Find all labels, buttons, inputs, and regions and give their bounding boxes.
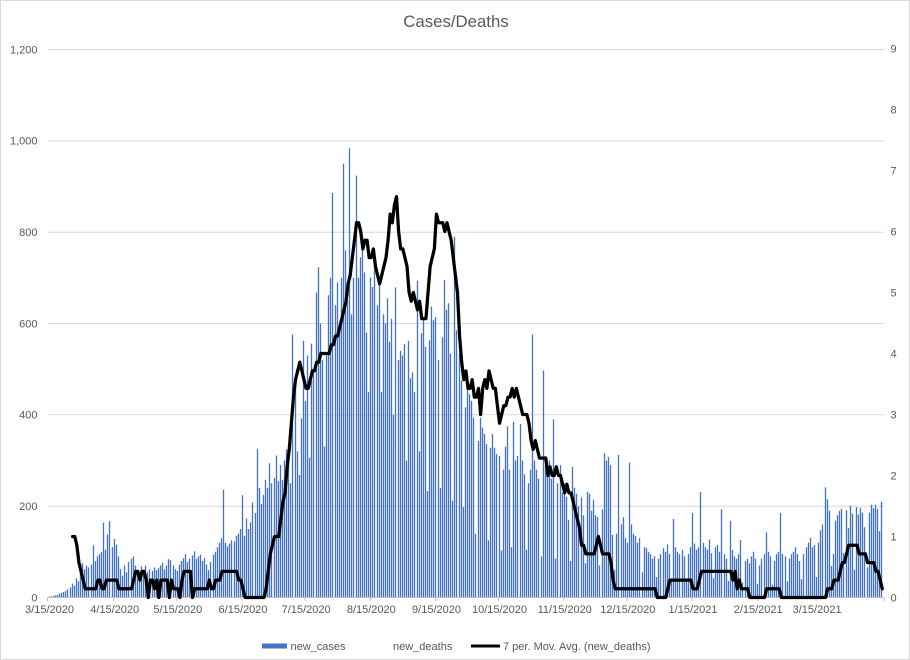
svg-text:10/15/2020: 10/15/2020 xyxy=(472,604,527,616)
svg-text:6/15/2020: 6/15/2020 xyxy=(219,604,268,616)
svg-text:4: 4 xyxy=(891,348,897,360)
svg-text:8: 8 xyxy=(891,104,897,116)
svg-text:1/15/2021: 1/15/2021 xyxy=(669,604,718,616)
svg-text:8/15/2020: 8/15/2020 xyxy=(347,604,396,616)
svg-text:1,200: 1,200 xyxy=(10,44,38,56)
svg-text:2/15/2021: 2/15/2021 xyxy=(734,604,783,616)
svg-text:9/15/2020: 9/15/2020 xyxy=(412,604,461,616)
svg-text:600: 600 xyxy=(19,318,37,330)
svg-text:3/15/2021: 3/15/2021 xyxy=(793,604,842,616)
svg-text:5: 5 xyxy=(891,287,897,299)
svg-text:3/15/2020: 3/15/2020 xyxy=(25,604,74,616)
svg-text:4/15/2020: 4/15/2020 xyxy=(90,604,139,616)
svg-text:800: 800 xyxy=(19,227,37,239)
svg-text:12/15/2020: 12/15/2020 xyxy=(600,604,655,616)
svg-text:1: 1 xyxy=(891,531,897,543)
svg-text:5/15/2020: 5/15/2020 xyxy=(153,604,202,616)
svg-text:new_deaths: new_deaths xyxy=(393,641,453,653)
svg-text:6: 6 xyxy=(891,226,897,238)
svg-text:400: 400 xyxy=(19,410,37,422)
svg-text:0: 0 xyxy=(891,592,897,604)
svg-text:Cases/Deaths: Cases/Deaths xyxy=(403,12,508,31)
svg-text:7/15/2020: 7/15/2020 xyxy=(282,604,331,616)
svg-text:2: 2 xyxy=(891,470,897,482)
svg-text:9: 9 xyxy=(891,43,897,55)
svg-text:11/15/2020: 11/15/2020 xyxy=(538,604,592,616)
svg-text:7 per. Mov. Avg. (new_deaths): 7 per. Mov. Avg. (new_deaths) xyxy=(503,641,651,653)
svg-text:new_cases: new_cases xyxy=(291,641,347,653)
svg-text:1,000: 1,000 xyxy=(10,136,38,148)
svg-text:200: 200 xyxy=(19,501,37,513)
svg-text:0: 0 xyxy=(31,592,37,604)
svg-text:7: 7 xyxy=(891,165,897,177)
svg-text:3: 3 xyxy=(891,409,897,421)
